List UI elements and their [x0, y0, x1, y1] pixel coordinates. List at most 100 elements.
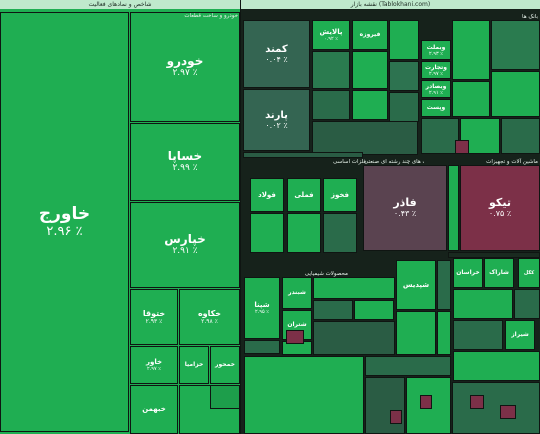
- tile-value: ۰.۷۵ ٪: [488, 209, 512, 219]
- tile-t6[interactable]: خکاوه ۲.۹۸ ٪: [179, 289, 240, 345]
- minor-tile: [243, 152, 363, 158]
- tile-t1[interactable]: خاورج ۲.۹۶ ٪: [0, 12, 129, 432]
- minor-tile: [312, 90, 350, 120]
- tile-label: وتجارت: [424, 63, 448, 71]
- tile-value: ۲.۹۳ ٪: [145, 317, 163, 325]
- tile-t17[interactable]: وبصادر ۲.۹۱ ٪: [421, 80, 451, 98]
- minor-tile: [389, 61, 419, 91]
- minor-tile: [389, 20, 419, 60]
- minor-tile: [313, 300, 353, 320]
- minor-tile: [389, 92, 419, 122]
- minor-tile: [323, 213, 357, 253]
- tile-t15[interactable]: وبملت ۲.۹۳ ٪: [421, 40, 451, 60]
- minor-tile: [452, 81, 490, 117]
- tile-label: فاذر: [393, 196, 417, 210]
- minor-tile: [448, 165, 459, 251]
- tile-value: ۰.۹۲ ٪: [324, 35, 338, 42]
- tile-label: شاراک: [489, 269, 509, 277]
- tile-t8[interactable]: خزامیا: [179, 346, 209, 384]
- tile-value: ۲.۹۱ ٪: [429, 89, 443, 96]
- minor-tile: [352, 90, 388, 120]
- tile-label: وبصادر: [425, 82, 447, 90]
- tile-value: ۲.۹۸ ٪: [201, 317, 218, 325]
- tile-value: ۰.۴۳ ٪: [393, 209, 417, 219]
- tile-t12[interactable]: پارند ۰.۰۲ ٪: [243, 89, 310, 151]
- tile-label: شبندر: [288, 289, 306, 297]
- minor-tile: [453, 320, 503, 350]
- minor-tile: [453, 289, 513, 319]
- minor-tile: [396, 311, 436, 355]
- tile-t16[interactable]: وتجارت ۲.۹۷ ٪: [421, 61, 451, 79]
- tile-label: خراسان: [456, 269, 480, 277]
- tile-t3[interactable]: خساپا ۲.۹۹ ٪: [130, 123, 240, 201]
- minor-tile: [365, 377, 405, 434]
- tile-label: خاور: [145, 357, 163, 366]
- tile-label: خودرو: [166, 54, 204, 69]
- tile-t27[interactable]: شپدیس: [396, 260, 436, 310]
- tile-t21[interactable]: فخوز: [323, 178, 357, 212]
- tile-label: پارند: [265, 109, 288, 121]
- tile-label: خپارس: [164, 232, 206, 247]
- sector-title: خودرو و ساخت قطعات: [184, 13, 238, 19]
- minor-tile: [470, 395, 484, 409]
- tile-label: خکاوه: [197, 308, 222, 318]
- minor-tile: [312, 51, 350, 89]
- minor-tile: [365, 356, 451, 376]
- minor-tile: [313, 321, 395, 355]
- tile-value: ۲.۹۷ ٪: [429, 70, 443, 77]
- minor-tile: [453, 351, 540, 381]
- tile-label: وبملت: [426, 43, 446, 51]
- tile-label: شیراز: [511, 331, 529, 339]
- minor-tile: [313, 277, 395, 299]
- minor-tile: [514, 289, 540, 319]
- minor-tile: [437, 311, 451, 355]
- tile-value: ۲.۹۱ ٪: [172, 246, 198, 257]
- tile-label: خساپا: [167, 149, 203, 164]
- tile-t25[interactable]: شبندر: [282, 277, 312, 309]
- tile-value: ۲.۹۳ ٪: [429, 50, 443, 57]
- minor-tile: [500, 405, 516, 419]
- tile-t29[interactable]: شاراک: [484, 258, 514, 288]
- minor-tile: [354, 300, 394, 320]
- minor-tile: [352, 51, 388, 89]
- tile-t4[interactable]: خپارس ۲.۹۱ ٪: [130, 202, 240, 288]
- tile-t30[interactable]: کگل: [518, 258, 540, 288]
- tile-t5[interactable]: ختوقا ۲.۹۳ ٪: [130, 289, 178, 345]
- tile-t11[interactable]: کمند ۰.۰۴ ٪: [243, 20, 310, 88]
- tile-t13[interactable]: پالایش ۰.۹۲ ٪: [312, 20, 350, 50]
- sector-title: ماشین آلات و تجهیزات: [486, 159, 538, 165]
- minor-tile: [390, 410, 402, 424]
- tile-t9[interactable]: خمحور: [210, 346, 240, 384]
- tile-t20[interactable]: فملی: [287, 178, 321, 212]
- minor-tile: [455, 140, 469, 154]
- minor-tile: [452, 20, 490, 80]
- tile-label: کمند: [265, 43, 288, 55]
- minor-tile: [421, 118, 459, 154]
- minor-tile: [312, 121, 418, 155]
- tile-t24[interactable]: شپنا ۲.۹۵ ٪: [244, 277, 280, 339]
- tile-t22[interactable]: فاذر ۰.۴۳ ٪: [363, 165, 447, 251]
- minor-tile: [448, 252, 540, 258]
- tile-value: ۲.۹۵ ٪: [255, 308, 269, 315]
- tile-t31[interactable]: شیراز: [505, 320, 535, 350]
- tile-t2[interactable]: خودرو ۲.۹۷ ٪: [130, 12, 240, 122]
- tile-t23[interactable]: تیکو ۰.۷۵ ٪: [460, 165, 540, 251]
- tile-t7[interactable]: خاور ۲.۹۷ ٪: [130, 346, 178, 384]
- tile-value: ۲.۹۷ ٪: [147, 365, 161, 372]
- minor-tile: [452, 382, 540, 434]
- tile-value: ۰.۰۲ ٪: [265, 120, 288, 130]
- tile-label: تیکو: [489, 196, 511, 210]
- sector-title: فلزات اساسی: [333, 159, 366, 165]
- tile-t10[interactable]: خبهمن: [130, 385, 178, 434]
- tile-value: ۲.۹۶ ٪: [46, 224, 83, 240]
- tile-t14[interactable]: فیروزه: [352, 20, 388, 50]
- tile-label: ختوقا: [142, 308, 166, 318]
- tile-t28[interactable]: خراسان: [453, 258, 483, 288]
- tile-label: پالایش: [319, 27, 343, 36]
- left-panel-title: شاخص و نمادهای فعالیت: [0, 0, 240, 9]
- minor-tile: [420, 395, 432, 409]
- tile-label: شتران: [287, 321, 307, 329]
- tile-label: کگل: [523, 270, 535, 276]
- tile-t18[interactable]: وپست: [421, 99, 451, 117]
- tile-t19[interactable]: فولاد: [250, 178, 284, 212]
